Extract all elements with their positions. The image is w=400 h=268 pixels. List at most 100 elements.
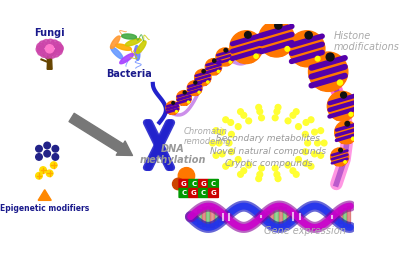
Circle shape [258,21,294,57]
Circle shape [259,165,264,171]
Polygon shape [122,34,136,39]
Circle shape [44,51,52,58]
FancyBboxPatch shape [208,180,218,188]
Text: Gene expression: Gene expression [264,226,346,236]
Polygon shape [126,39,141,46]
FancyBboxPatch shape [199,188,208,198]
Circle shape [349,112,353,116]
Text: Chromatin
remodeling: Chromatin remodeling [184,126,232,146]
Circle shape [36,46,44,53]
Circle shape [315,140,320,146]
Circle shape [312,151,318,157]
Text: G: G [191,190,197,196]
Circle shape [290,168,296,174]
Text: Bacteria: Bacteria [106,69,152,79]
Circle shape [352,137,354,140]
Circle shape [308,52,348,91]
Text: C: C [201,190,206,196]
FancyBboxPatch shape [208,188,218,198]
Text: G: G [181,181,187,187]
Circle shape [246,118,252,124]
Circle shape [285,162,291,168]
FancyBboxPatch shape [189,180,199,188]
Circle shape [338,80,342,85]
Circle shape [48,51,56,58]
Circle shape [241,113,247,118]
Circle shape [55,48,62,55]
Circle shape [44,142,50,149]
Circle shape [198,91,200,93]
Circle shape [305,32,312,39]
Text: C: C [182,190,186,196]
Circle shape [321,140,327,146]
Circle shape [40,50,48,57]
Circle shape [272,115,278,121]
Circle shape [52,146,59,152]
Circle shape [46,170,53,177]
Circle shape [315,56,320,61]
Circle shape [226,140,232,146]
Circle shape [202,70,205,73]
Text: G: G [210,190,216,196]
Text: G: G [201,181,206,187]
Circle shape [303,161,309,166]
Polygon shape [137,41,146,53]
Circle shape [235,124,241,129]
Circle shape [42,40,50,47]
Circle shape [217,70,220,72]
Circle shape [285,47,290,51]
Circle shape [47,39,54,47]
Circle shape [293,172,299,177]
Circle shape [344,161,346,163]
Circle shape [285,118,291,124]
Circle shape [235,157,241,162]
Circle shape [36,154,42,160]
Circle shape [254,54,258,58]
Circle shape [177,91,191,105]
Circle shape [296,124,301,129]
Circle shape [275,176,281,181]
Circle shape [37,43,44,50]
Circle shape [224,49,228,52]
Circle shape [223,163,228,169]
Text: C: C [211,181,216,187]
Circle shape [259,115,264,121]
Circle shape [345,121,350,126]
Polygon shape [116,44,131,50]
Circle shape [36,173,42,179]
Circle shape [293,109,299,114]
Text: C: C [191,181,196,187]
Circle shape [246,162,252,168]
Text: DNA
methylation: DNA methylation [139,144,206,165]
Circle shape [44,150,50,157]
Polygon shape [38,190,51,200]
Circle shape [38,48,45,55]
Circle shape [272,165,278,171]
Circle shape [54,42,61,49]
Circle shape [312,129,318,135]
FancyArrowPatch shape [69,113,132,155]
Circle shape [275,105,281,110]
Circle shape [289,31,325,67]
Circle shape [290,113,296,118]
Circle shape [50,162,57,168]
Circle shape [183,91,186,94]
Circle shape [244,32,251,38]
Circle shape [39,41,46,48]
Circle shape [341,92,346,98]
FancyBboxPatch shape [199,180,208,188]
Circle shape [303,120,309,125]
Circle shape [210,140,216,146]
Circle shape [172,178,184,190]
Circle shape [256,176,262,181]
Circle shape [257,109,263,114]
Circle shape [46,45,54,53]
Circle shape [335,121,358,144]
Circle shape [230,31,263,64]
Circle shape [166,101,179,114]
Text: Novel natural compounds: Novel natural compounds [210,147,326,156]
Circle shape [318,128,324,133]
Circle shape [308,163,314,169]
Circle shape [213,128,219,133]
Circle shape [216,48,234,66]
